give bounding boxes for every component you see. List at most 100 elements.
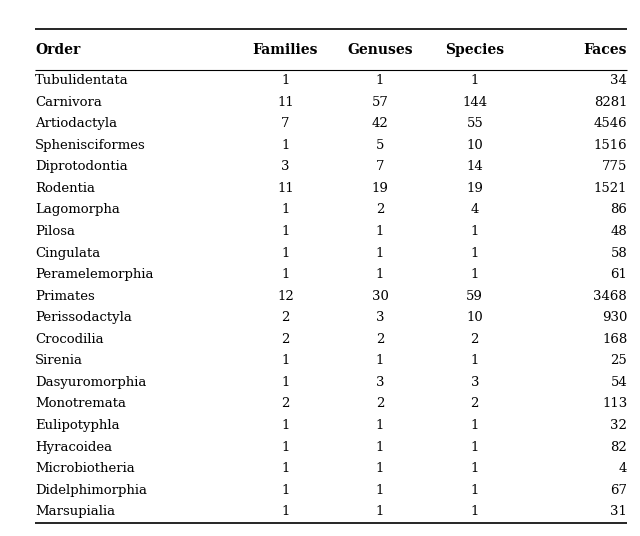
Text: Sirenia: Sirenia [35, 354, 83, 367]
Text: 1: 1 [281, 441, 289, 453]
Text: 1: 1 [470, 505, 479, 518]
Text: 2: 2 [470, 333, 479, 346]
Text: 67: 67 [610, 484, 627, 497]
Text: 1: 1 [281, 247, 289, 259]
Text: 1: 1 [376, 225, 384, 238]
Text: Microbiotheria: Microbiotheria [35, 462, 135, 475]
Text: 1: 1 [470, 74, 479, 87]
Text: 58: 58 [611, 247, 627, 259]
Text: 5: 5 [376, 139, 384, 152]
Text: 2: 2 [281, 398, 289, 411]
Text: 3: 3 [470, 376, 479, 389]
Text: Genuses: Genuses [348, 42, 413, 57]
Text: 1: 1 [281, 354, 289, 367]
Text: 2: 2 [470, 398, 479, 411]
Text: 42: 42 [372, 117, 388, 130]
Text: 3: 3 [281, 160, 289, 173]
Text: 1: 1 [470, 354, 479, 367]
Text: 25: 25 [611, 354, 627, 367]
Text: 55: 55 [467, 117, 483, 130]
Text: Eulipotyphla: Eulipotyphla [35, 419, 120, 432]
Text: 1: 1 [281, 268, 289, 281]
Text: 48: 48 [611, 225, 627, 238]
Text: Cingulata: Cingulata [35, 247, 100, 259]
Text: Primates: Primates [35, 289, 95, 303]
Text: 14: 14 [467, 160, 483, 173]
Text: 2: 2 [281, 311, 289, 324]
Text: 11: 11 [277, 182, 294, 195]
Text: 19: 19 [467, 182, 483, 195]
Text: 1: 1 [470, 268, 479, 281]
Text: 1521: 1521 [594, 182, 627, 195]
Text: 1: 1 [281, 419, 289, 432]
Text: 1: 1 [470, 225, 479, 238]
Text: Faces: Faces [584, 42, 627, 57]
Text: 168: 168 [602, 333, 627, 346]
Text: 61: 61 [611, 268, 627, 281]
Text: 19: 19 [372, 182, 388, 195]
Text: 144: 144 [462, 95, 487, 108]
Text: 2: 2 [376, 203, 384, 217]
Text: 1516: 1516 [593, 139, 627, 152]
Text: 1: 1 [470, 419, 479, 432]
Text: 1: 1 [281, 139, 289, 152]
Text: Carnivora: Carnivora [35, 95, 102, 108]
Text: Lagomorpha: Lagomorpha [35, 203, 120, 217]
Text: 30: 30 [372, 289, 388, 303]
Text: Diprotodontia: Diprotodontia [35, 160, 128, 173]
Text: 10: 10 [467, 311, 483, 324]
Text: Rodentia: Rodentia [35, 182, 95, 195]
Text: Perissodactyla: Perissodactyla [35, 311, 132, 324]
Text: 2: 2 [281, 333, 289, 346]
Text: 3468: 3468 [593, 289, 627, 303]
Text: 930: 930 [602, 311, 627, 324]
Text: 7: 7 [281, 117, 289, 130]
Text: 1: 1 [281, 505, 289, 518]
Text: 4: 4 [470, 203, 479, 217]
Text: 11: 11 [277, 95, 294, 108]
Text: 2: 2 [376, 398, 384, 411]
Text: 1: 1 [376, 354, 384, 367]
Text: 1: 1 [376, 462, 384, 475]
Text: 1: 1 [376, 484, 384, 497]
Text: 1: 1 [376, 505, 384, 518]
Text: 775: 775 [602, 160, 627, 173]
Text: Dasyuromorphia: Dasyuromorphia [35, 376, 147, 389]
Text: 10: 10 [467, 139, 483, 152]
Text: 4546: 4546 [593, 117, 627, 130]
Text: Hyracoidea: Hyracoidea [35, 441, 113, 453]
Text: Didelphimorphia: Didelphimorphia [35, 484, 147, 497]
Text: Marsupialia: Marsupialia [35, 505, 115, 518]
Text: 82: 82 [611, 441, 627, 453]
Text: 1: 1 [281, 74, 289, 87]
Text: 34: 34 [611, 74, 627, 87]
Text: 32: 32 [611, 419, 627, 432]
Text: 1: 1 [281, 462, 289, 475]
Text: Species: Species [445, 42, 504, 57]
Text: Families: Families [253, 42, 318, 57]
Text: Order: Order [35, 42, 81, 57]
Text: 2: 2 [376, 333, 384, 346]
Text: Pilosa: Pilosa [35, 225, 76, 238]
Text: 1: 1 [470, 484, 479, 497]
Text: Sphenisciformes: Sphenisciformes [35, 139, 146, 152]
Text: 3: 3 [376, 376, 384, 389]
Text: 4: 4 [619, 462, 627, 475]
Text: 54: 54 [611, 376, 627, 389]
Text: 1: 1 [281, 225, 289, 238]
Text: 1: 1 [376, 247, 384, 259]
Text: 113: 113 [602, 398, 627, 411]
Text: 12: 12 [277, 289, 294, 303]
Text: Monotremata: Monotremata [35, 398, 126, 411]
Text: 1: 1 [376, 419, 384, 432]
Text: 86: 86 [611, 203, 627, 217]
Text: 1: 1 [376, 441, 384, 453]
Text: Peramelemorphia: Peramelemorphia [35, 268, 154, 281]
Text: 1: 1 [281, 376, 289, 389]
Text: 3: 3 [376, 311, 384, 324]
Text: 1: 1 [281, 484, 289, 497]
Text: 1: 1 [376, 268, 384, 281]
Text: Crocodilia: Crocodilia [35, 333, 104, 346]
Text: 1: 1 [281, 203, 289, 217]
Text: Tubulidentata: Tubulidentata [35, 74, 129, 87]
